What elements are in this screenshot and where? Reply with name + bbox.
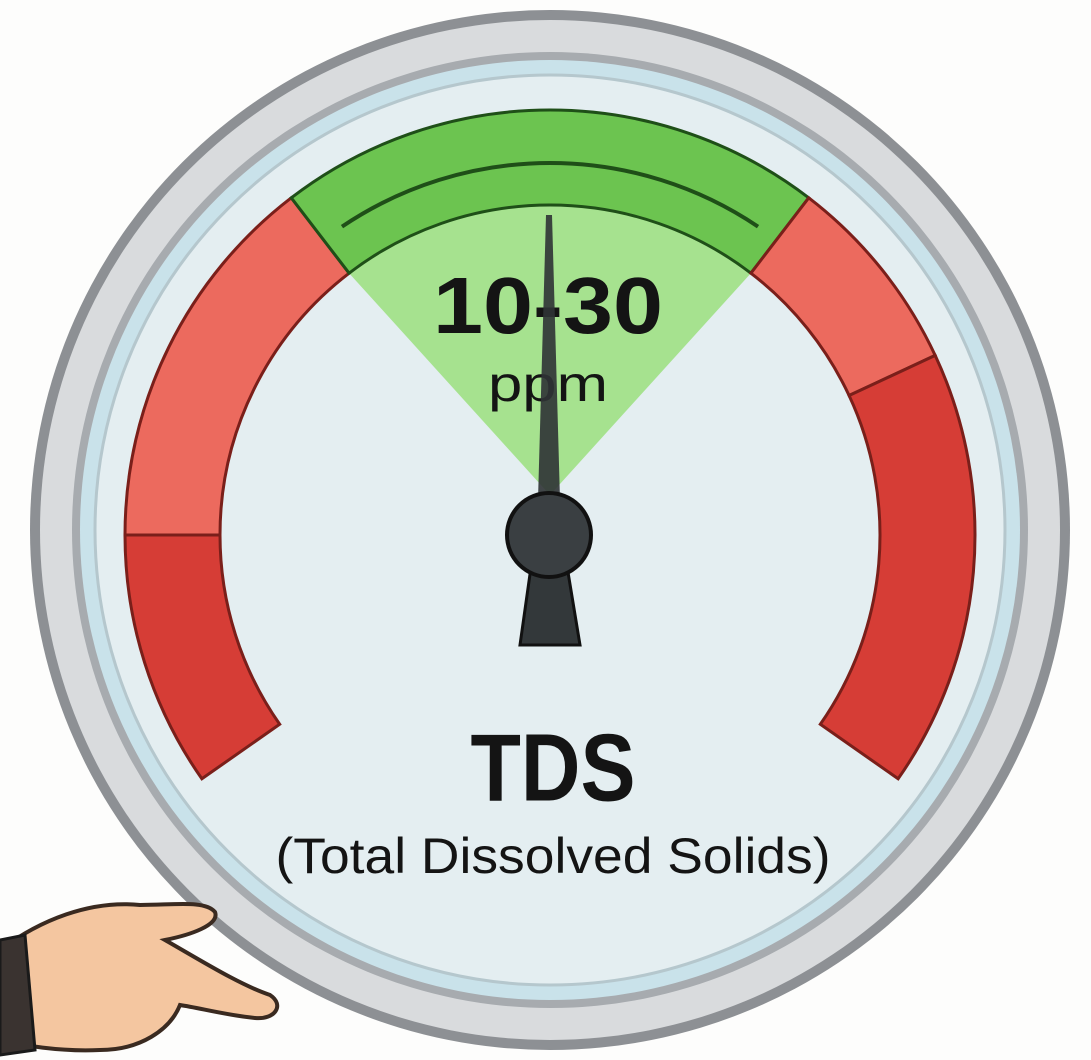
needle-pivot: [507, 493, 591, 577]
page-body: 10-30 ppm TDS (Total Dissolved Solids) (…: [0, 0, 1091, 1060]
subtitle: (Total Dissolved Solids): [276, 828, 831, 884]
title: TDS: [471, 714, 636, 821]
gauge-illustration: 10-30 ppm TDS (Total Dissolved Solids): [0, 0, 1091, 1060]
page: TDS gauge {"gauge": {"range_label": "10-…: [0, 0, 1091, 1060]
